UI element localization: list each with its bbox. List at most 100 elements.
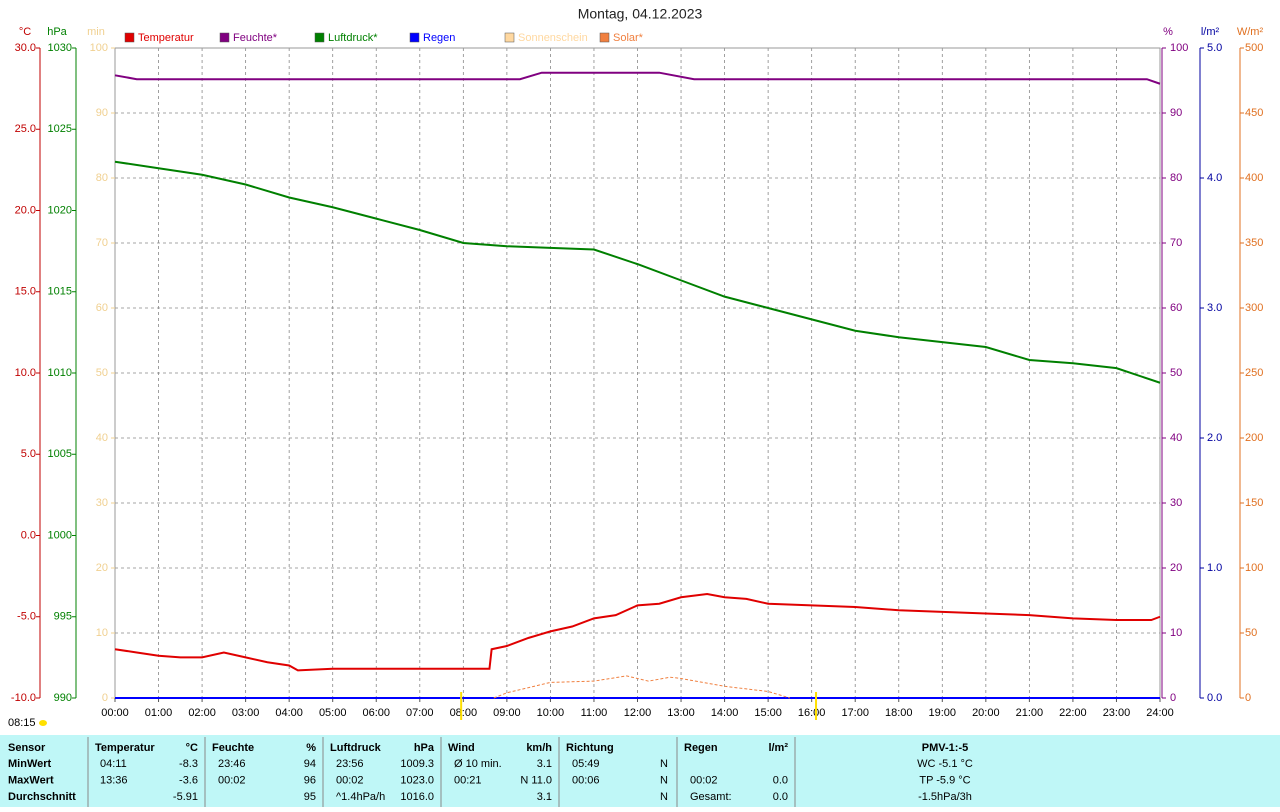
table-cell: 95 [304,791,316,803]
y-tick-label: 450 [1245,107,1263,119]
y-tick-label: 40 [96,432,108,444]
table-cell: -3.6 [179,774,198,786]
table-cell: ^1.4hPa/h [336,791,385,803]
table-header: l/m² [768,742,788,754]
table-cell: Durchschnitt [8,791,76,803]
table-header: PMV-1:-5 [922,742,968,754]
table-cell: 3.1 [537,758,552,770]
y-tick-label: 60 [96,302,108,314]
y-tick-label: 15.0 [15,286,36,298]
table-header: Sensor [8,742,46,754]
y-tick-label: 0 [102,692,108,704]
x-tick-label: 06:00 [362,707,390,719]
y-tick-label: 30.0 [15,42,36,54]
table-cell: 0.0 [773,774,788,786]
table-cell: MinWert [8,758,52,770]
table-header: hPa [414,742,435,754]
y-tick-label: 100 [1245,562,1263,574]
y-tick-label: 40 [1170,432,1182,444]
y-tick-label: 100 [1170,42,1188,54]
y-tick-label: 250 [1245,367,1263,379]
x-tick-label: 21:00 [1016,707,1044,719]
x-tick-label: 24:00 [1146,707,1174,719]
x-tick-label: 09:00 [493,707,521,719]
table-cell: 00:02 [690,774,718,786]
axis-unit: W/m² [1237,26,1264,38]
y-tick-label: 300 [1245,302,1263,314]
table-cell: 23:46 [218,758,246,770]
axis-unit: % [1163,26,1173,38]
table-cell: -8.3 [179,758,198,770]
x-tick-label: 19:00 [929,707,957,719]
y-tick-label: 150 [1245,497,1263,509]
table-cell: 00:06 [572,774,600,786]
y-tick-label: 0.0 [1207,692,1222,704]
y-tick-label: 1025 [48,123,72,135]
legend-label: Sonnenschein [518,32,588,44]
table-cell: MaxWert [8,774,54,786]
table-header: % [306,742,316,754]
y-tick-label: 30 [96,497,108,509]
table-header: Wind [448,742,475,754]
table-cell: N [660,774,668,786]
table-cell: N [660,758,668,770]
y-tick-label: 500 [1245,42,1263,54]
y-tick-label: 1015 [48,286,72,298]
y-tick-label: 5.0 [1207,42,1222,54]
legend-swatch [599,32,610,43]
y-tick-label: 400 [1245,172,1263,184]
series-line [114,592,1161,672]
y-tick-label: 90 [96,107,108,119]
y-tick-label: 1000 [48,529,72,541]
table-cell: -1.5hPa/3h [918,791,972,803]
y-tick-label: 20 [1170,562,1182,574]
table-header: km/h [526,742,552,754]
legend-swatch [124,32,135,43]
table-cell: Gesamt: [690,791,732,803]
x-tick-label: 07:00 [406,707,434,719]
table-header: Regen [684,742,718,754]
y-tick-label: 1010 [48,367,72,379]
legend-label: Regen [423,32,455,44]
y-tick-label: 990 [54,692,72,704]
y-tick-label: 2.0 [1207,432,1222,444]
y-tick-label: 10 [96,627,108,639]
table-cell: 1016.0 [400,791,434,803]
x-tick-label: 14:00 [711,707,739,719]
y-tick-label: 3.0 [1207,302,1222,314]
y-tick-label: 50 [1170,367,1182,379]
legend-label: Temperatur [138,32,194,44]
axis-unit: hPa [47,26,67,38]
x-tick-label: 05:00 [319,707,347,719]
x-tick-label: 03:00 [232,707,260,719]
x-tick-label: 20:00 [972,707,1000,719]
x-tick-label: 22:00 [1059,707,1087,719]
y-tick-label: 80 [1170,172,1182,184]
table-cell: 04:11 [100,758,127,770]
table-header: Temperatur [95,742,155,754]
legend-swatch [219,32,230,43]
table-cell: Ø 10 min. [454,758,502,770]
table-cell: 1023.0 [400,774,434,786]
y-tick-label: 20 [96,562,108,574]
x-tick-label: 17:00 [841,707,869,719]
x-tick-label: 02:00 [188,707,216,719]
legend-swatch [504,32,515,43]
y-tick-label: 50 [96,367,108,379]
table-background [0,735,1280,807]
y-tick-label: 20.0 [15,204,36,216]
table-cell: -5.91 [173,791,198,803]
table-cell: 00:02 [336,774,364,786]
y-tick-label: 0.0 [21,529,36,541]
y-tick-label: 100 [90,42,108,54]
x-tick-label: 11:00 [581,707,608,719]
axis-unit: l/m² [1201,26,1220,38]
table-header: Richtung [566,742,614,754]
y-tick-label: -10.0 [11,692,36,704]
y-tick-label: 60 [1170,302,1182,314]
table-cell: 05:49 [572,758,600,770]
time-marker [39,720,47,726]
y-tick-label: 10.0 [15,367,36,379]
